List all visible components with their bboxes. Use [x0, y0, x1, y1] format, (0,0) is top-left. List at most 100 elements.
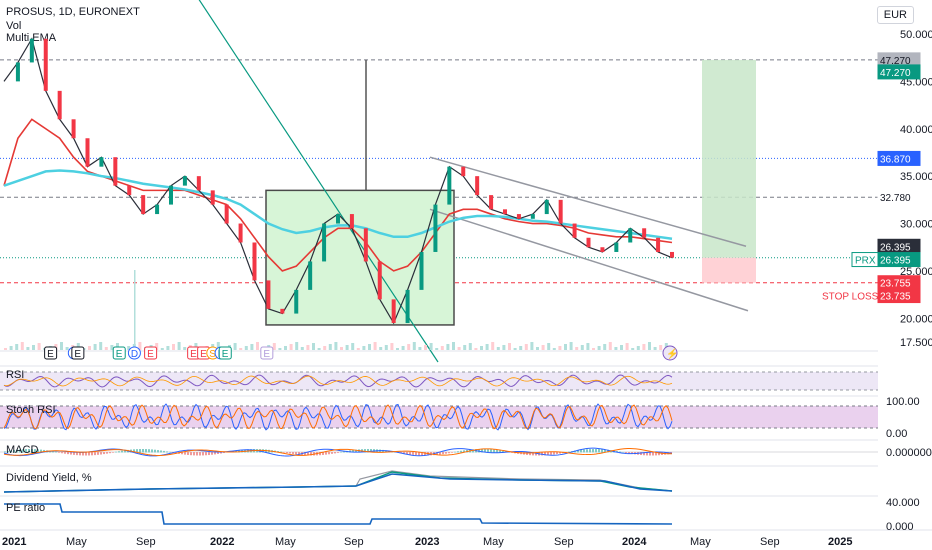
- volume-bar: [446, 344, 450, 350]
- macd-histogram-bar: [109, 452, 111, 454]
- macd-histogram-bar: [19, 449, 21, 453]
- volume-bar: [88, 346, 91, 350]
- volume-bar: [407, 344, 411, 350]
- volume-bar: [468, 343, 472, 350]
- volume-bar: [440, 346, 444, 350]
- macd-histogram-bar: [331, 452, 333, 454]
- macd-histogram-bar: [643, 452, 645, 456]
- candle: [196, 176, 201, 191]
- volume-bar: [536, 347, 539, 350]
- volume-bar: [592, 348, 595, 350]
- macd-histogram-bar: [628, 452, 630, 454]
- macd-histogram-bar: [436, 452, 438, 455]
- volume-bar: [20, 342, 24, 350]
- macd-histogram-bar: [646, 452, 648, 456]
- candle: [182, 176, 187, 186]
- event-marker: [260, 346, 274, 360]
- volume-bar: [244, 346, 248, 350]
- candle: [544, 199, 549, 215]
- macd-histogram-bar: [220, 452, 222, 454]
- volume-bar: [110, 345, 114, 350]
- macd-histogram-bar: [169, 451, 171, 453]
- time-axis-label: Sep: [760, 536, 780, 548]
- rsi-line: [3, 374, 673, 388]
- price-tag: [877, 150, 921, 166]
- volume-bar: [597, 346, 601, 350]
- price-tag-label: 32.780: [880, 193, 911, 204]
- ema-indicator-label[interactable]: Multi EMA: [6, 32, 57, 44]
- macd-histogram-bar: [577, 450, 579, 453]
- volume-bar: [491, 342, 495, 350]
- macd-histogram-bar: [40, 449, 42, 453]
- event-marker: [218, 346, 232, 360]
- macd-histogram-bar: [184, 452, 186, 455]
- symbol-title: PROSUS, 1D, EURONEXT: [6, 6, 140, 18]
- macd-histogram-bar: [319, 452, 321, 456]
- candle: [586, 237, 591, 248]
- macd-histogram-bar: [283, 452, 285, 453]
- volume-bar: [502, 345, 506, 350]
- candle: [336, 214, 340, 224]
- macd-histogram-bar: [451, 452, 453, 453]
- price-scale-label: 35.000: [900, 171, 932, 183]
- volume-bar: [418, 347, 422, 350]
- macd-histogram-bar: [325, 452, 327, 455]
- macd-histogram-bar: [472, 449, 474, 453]
- macd-histogram-bar: [490, 449, 492, 453]
- price-tag-label: 47.270: [880, 56, 911, 67]
- macd-histogram-bar: [418, 452, 420, 456]
- macd-histogram-bar: [322, 452, 324, 455]
- volume-bar: [300, 347, 304, 350]
- volume-bar: [513, 348, 517, 350]
- macd-histogram-bar: [7, 450, 9, 453]
- macd-histogram-bar: [463, 450, 465, 453]
- volume-bar: [480, 346, 483, 350]
- price-tag-label: 23.735: [880, 292, 911, 303]
- currency-button[interactable]: EUR: [876, 6, 914, 24]
- macd-histogram-bar: [154, 449, 156, 453]
- macd-histogram-bar: [652, 452, 654, 456]
- volume-bar: [306, 345, 310, 350]
- macd-histogram-bar: [106, 452, 108, 454]
- macd-histogram-bar: [13, 450, 15, 453]
- macd-histogram-bar: [487, 449, 489, 453]
- price-scale-label: 40.000: [900, 124, 932, 136]
- macd-histogram-bar: [583, 449, 585, 453]
- time-axis-label: May: [483, 536, 504, 548]
- volume-bar: [239, 348, 243, 350]
- candle: [238, 223, 243, 243]
- macd-histogram-bar: [139, 449, 141, 453]
- macd-histogram-bar: [34, 449, 36, 453]
- volume-bar: [104, 347, 108, 350]
- event-marker-label: E: [222, 349, 229, 360]
- price-tag-label: 26.395: [880, 242, 911, 253]
- macd-histogram-bar: [82, 452, 84, 456]
- volume-bar: [9, 346, 13, 350]
- macd-histogram-bar: [112, 452, 114, 453]
- volume-bar: [631, 348, 635, 350]
- volume-bar: [541, 345, 545, 350]
- price-tag: [877, 64, 921, 80]
- macd-histogram-bar: [103, 452, 105, 455]
- volume-bar: [295, 342, 299, 350]
- macd-histogram-bar: [352, 450, 354, 453]
- macd-histogram-bar: [205, 452, 207, 456]
- volume-indicator-label[interactable]: Vol: [6, 20, 22, 32]
- macd-histogram-bar: [424, 452, 426, 456]
- event-marker: [112, 346, 126, 360]
- candle: [558, 199, 563, 224]
- macd-histogram-bar: [97, 452, 99, 455]
- macd-histogram-bar: [457, 451, 459, 453]
- dividend-line-alt: [3, 470, 673, 493]
- stoch-scale-label: 0.00: [886, 428, 907, 440]
- macd-histogram-bar: [532, 452, 534, 456]
- time-axis-label: 2024: [622, 536, 647, 548]
- candle: [280, 308, 285, 314]
- macd-histogram-bar: [592, 449, 594, 453]
- volume-bar: [379, 347, 383, 350]
- macd-histogram-bar: [406, 452, 408, 455]
- volume-bar: [289, 344, 293, 350]
- macd-histogram-bar: [151, 449, 153, 453]
- event-marker-label: D: [131, 349, 138, 360]
